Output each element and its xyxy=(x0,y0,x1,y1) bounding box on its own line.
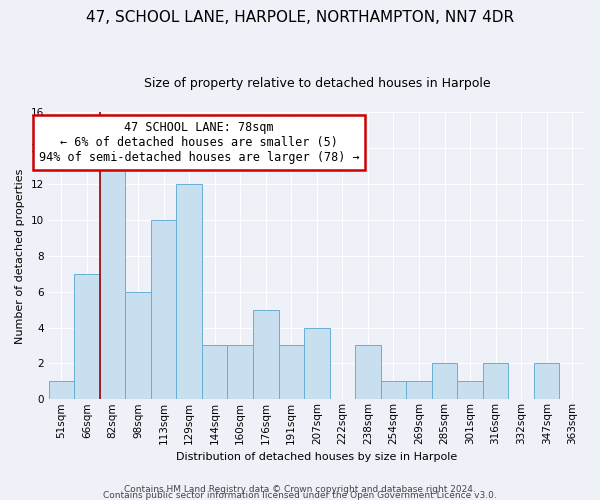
Text: Contains public sector information licensed under the Open Government Licence v3: Contains public sector information licen… xyxy=(103,490,497,500)
Bar xyxy=(278,346,304,400)
Bar xyxy=(406,382,432,400)
Bar xyxy=(202,346,227,400)
Text: 47 SCHOOL LANE: 78sqm
← 6% of detached houses are smaller (5)
94% of semi-detach: 47 SCHOOL LANE: 78sqm ← 6% of detached h… xyxy=(38,121,359,164)
Text: Contains HM Land Registry data © Crown copyright and database right 2024.: Contains HM Land Registry data © Crown c… xyxy=(124,484,476,494)
Bar xyxy=(432,364,457,400)
Bar xyxy=(380,382,406,400)
Text: 47, SCHOOL LANE, HARPOLE, NORTHAMPTON, NN7 4DR: 47, SCHOOL LANE, HARPOLE, NORTHAMPTON, N… xyxy=(86,10,514,25)
Title: Size of property relative to detached houses in Harpole: Size of property relative to detached ho… xyxy=(143,78,490,90)
Bar xyxy=(176,184,202,400)
Bar xyxy=(125,292,151,400)
Y-axis label: Number of detached properties: Number of detached properties xyxy=(15,168,25,344)
Bar xyxy=(74,274,100,400)
Bar xyxy=(49,382,74,400)
Bar xyxy=(304,328,329,400)
Bar xyxy=(227,346,253,400)
Bar xyxy=(534,364,559,400)
Bar xyxy=(253,310,278,400)
Bar xyxy=(457,382,483,400)
Bar xyxy=(483,364,508,400)
Bar xyxy=(151,220,176,400)
X-axis label: Distribution of detached houses by size in Harpole: Distribution of detached houses by size … xyxy=(176,452,457,462)
Bar xyxy=(100,166,125,400)
Bar xyxy=(355,346,380,400)
